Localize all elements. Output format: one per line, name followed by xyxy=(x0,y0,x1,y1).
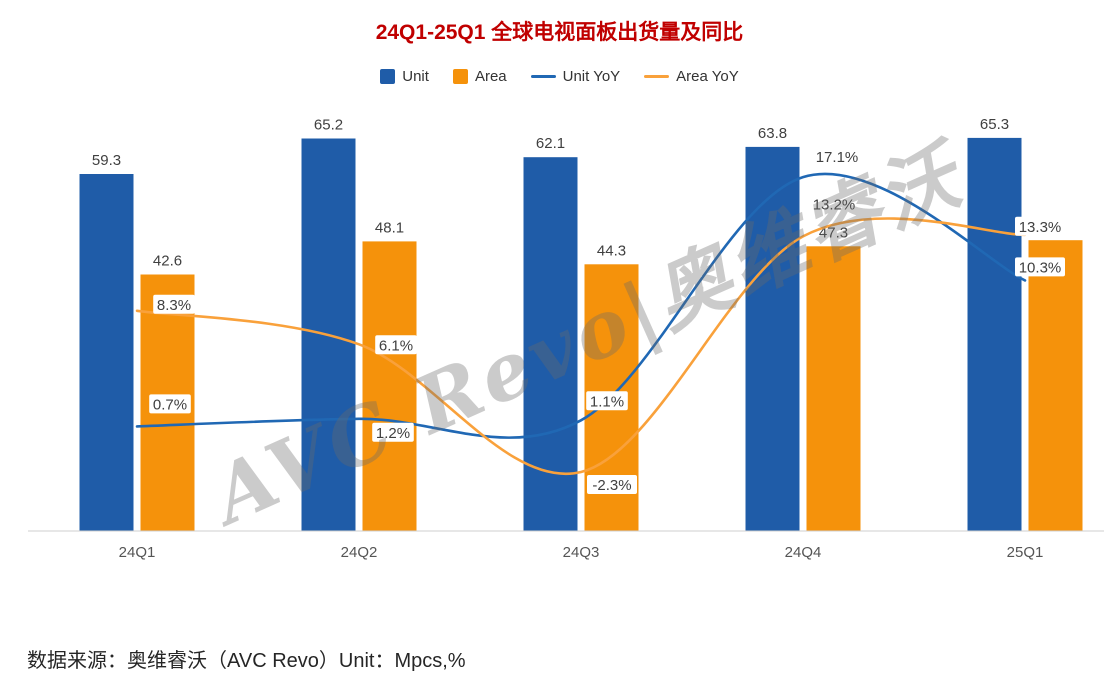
line-value-label: 10.3% xyxy=(1019,259,1062,276)
bar-area-25q1 xyxy=(1028,240,1083,531)
x-axis-label-25q1: 25Q1 xyxy=(1007,544,1044,561)
x-axis-label-24q1: 24Q1 xyxy=(119,544,156,561)
bar-value-label: 47.3 xyxy=(819,224,848,241)
bar-value-label: 42.6 xyxy=(153,253,182,270)
bar-unit-24q3 xyxy=(523,157,578,531)
legend-item-area[interactable]: Area xyxy=(452,68,507,85)
bar-value-label: 63.8 xyxy=(758,125,787,142)
legend-label: Unit xyxy=(402,68,429,85)
x-axis-label-24q2: 24Q2 xyxy=(341,544,378,561)
line-value-label: 8.3% xyxy=(157,297,191,314)
bar-value-label: 62.1 xyxy=(536,135,565,152)
legend-label: Unit YoY xyxy=(562,68,621,85)
source-note: 数据来源：奥维睿沃（AVC Revo）Unit：Mpcs,% xyxy=(27,650,466,672)
legend-swatch-line-icon xyxy=(530,75,556,78)
legend-item-area-yoy[interactable]: Area YoY xyxy=(644,68,739,85)
x-axis-label-24q4: 24Q4 xyxy=(785,544,822,561)
chart-legend: Unit Area Unit YoY Area YoY xyxy=(0,68,1119,85)
bar-value-label: 48.1 xyxy=(375,219,404,236)
legend-label: Area xyxy=(474,68,507,85)
line-label-bg xyxy=(149,394,191,414)
line-value-label: 13.3% xyxy=(1019,219,1062,236)
bar-area-24q4 xyxy=(806,246,861,532)
bar-area-24q2 xyxy=(362,241,417,531)
line-value-label: 0.7% xyxy=(153,396,187,413)
line-label-bg xyxy=(153,294,195,314)
legend-swatch-square-icon xyxy=(452,69,468,84)
chart-title: 24Q1-25Q1 全球电视面板出货量及同比 xyxy=(375,21,744,44)
legend-swatch-line-icon xyxy=(644,75,670,78)
line-unit-yoy xyxy=(135,172,1027,439)
line-value-label: 13.2% xyxy=(813,196,856,213)
line-label-bg xyxy=(812,147,862,167)
chart-plot-area: 59.3 65.2 62.1 63.8 65.3 42.6 48.1 44.3 47.3 0.7%… xyxy=(28,116,1104,561)
line-value-label: -2.3% xyxy=(592,477,631,494)
bar-unit-24q4 xyxy=(745,146,800,531)
legend-item-unit-yoy[interactable]: Unit YoY xyxy=(530,68,621,85)
line-label-bg xyxy=(375,335,417,355)
legend-item-unit[interactable]: Unit xyxy=(380,68,429,85)
line-value-label: 1.1% xyxy=(590,393,624,410)
line-label-bg xyxy=(587,475,637,494)
bar-value-label: 65.3 xyxy=(980,116,1009,133)
line-value-label: 17.1% xyxy=(816,149,859,166)
legend-swatch-square-icon xyxy=(380,69,396,84)
line-value-label: 6.1% xyxy=(379,337,413,354)
line-value-label: 1.2% xyxy=(376,425,410,442)
line-label-bg xyxy=(1015,257,1065,277)
bar-value-label: 44.3 xyxy=(597,242,626,259)
bar-unit-25q1 xyxy=(967,137,1022,531)
line-label-bg xyxy=(1015,216,1065,236)
bar-value-label: 65.2 xyxy=(314,117,343,134)
line-label-bg xyxy=(586,391,628,411)
x-axis-label-24q3: 24Q3 xyxy=(563,544,600,561)
line-label-bg xyxy=(809,194,859,214)
bar-value-label: 59.3 xyxy=(92,152,121,169)
legend-label: Area YoY xyxy=(676,68,739,85)
line-area-yoy xyxy=(135,217,1027,476)
line-label-bg xyxy=(372,422,414,442)
bar-unit-24q1 xyxy=(79,174,134,531)
